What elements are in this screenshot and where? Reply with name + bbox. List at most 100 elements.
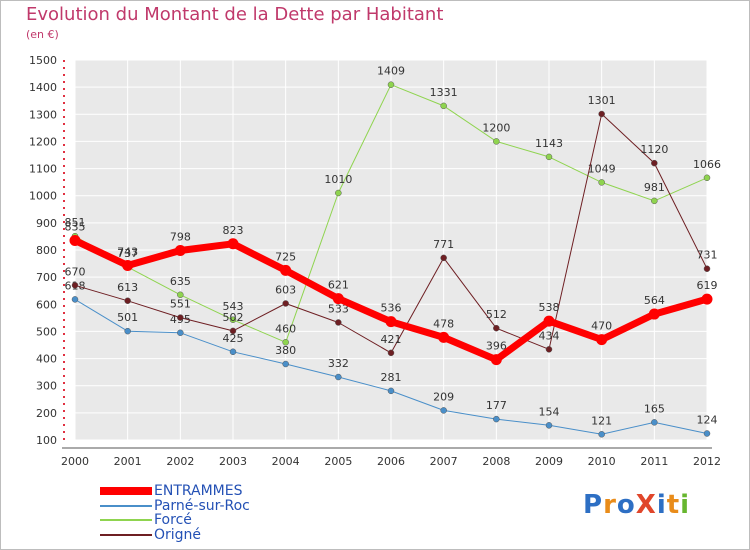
data-label: 551: [170, 298, 191, 311]
y-tick-label: 1000: [29, 190, 57, 203]
y-tick-label: 400: [36, 353, 57, 366]
data-point: [703, 430, 711, 437]
data-point: [440, 407, 447, 414]
x-tick-label: 2011: [640, 455, 668, 468]
data-point: [282, 300, 289, 307]
proxiti-logo: ProXiti: [583, 490, 690, 520]
data-label: 635: [170, 275, 191, 288]
legend-swatch: [100, 504, 152, 507]
data-label: 165: [644, 402, 665, 415]
data-label: 512: [486, 308, 507, 321]
x-tick-label: 2010: [588, 455, 616, 468]
data-point: [71, 282, 79, 289]
data-label: 603: [275, 283, 296, 296]
data-label: 124: [697, 413, 718, 426]
data-label: 1120: [640, 143, 668, 156]
data-label: 380: [275, 344, 296, 357]
logo-letter: t: [666, 490, 681, 520]
data-point: [229, 316, 237, 324]
data-label: 619: [697, 279, 718, 292]
legend-swatch: [100, 487, 152, 495]
data-point: [598, 179, 605, 186]
data-label: 501: [117, 311, 138, 324]
data-point: [335, 189, 342, 197]
data-point: [335, 319, 342, 326]
y-tick-label: 900: [36, 217, 57, 230]
data-point: [177, 291, 184, 299]
y-tick-label: 500: [36, 325, 57, 338]
data-label: 823: [223, 224, 244, 237]
data-point: [440, 254, 447, 262]
legend-label: Forcé: [154, 512, 192, 528]
data-point: [703, 174, 711, 182]
data-label: 981: [644, 181, 665, 194]
data-label: 543: [223, 300, 244, 313]
y-tick-label: 1300: [29, 108, 57, 121]
data-point: [543, 315, 555, 327]
data-label: 533: [328, 302, 349, 315]
data-label: 502: [223, 311, 244, 324]
legend-swatch: [100, 519, 152, 521]
x-tick-label: 2003: [219, 455, 247, 468]
data-point: [701, 293, 713, 305]
data-label: 1409: [377, 65, 405, 78]
data-label: 771: [433, 238, 454, 251]
data-point: [177, 329, 184, 337]
data-label: 737: [117, 247, 138, 260]
x-tick-label: 2008: [482, 455, 510, 468]
data-point: [438, 331, 450, 343]
x-tick-label: 2002: [166, 455, 194, 468]
data-label: 1066: [693, 158, 721, 171]
data-label: 1143: [535, 137, 563, 150]
data-point: [598, 431, 605, 438]
data-point: [387, 349, 395, 357]
data-label: 154: [539, 405, 560, 418]
data-point: [122, 259, 134, 271]
data-label: 177: [486, 399, 507, 412]
data-point: [493, 415, 500, 423]
data-point: [545, 422, 553, 429]
legend-label: Parné-sur-Roc: [154, 497, 250, 514]
logo-letter: i: [680, 490, 691, 520]
logo-letter: o: [616, 490, 636, 520]
data-point: [124, 327, 131, 335]
x-tick-label: 2009: [535, 455, 563, 468]
data-label: 851: [65, 216, 86, 229]
logo-letter: i: [656, 490, 667, 520]
data-label: 209: [433, 390, 454, 403]
data-point: [385, 316, 397, 328]
data-label: 421: [381, 333, 402, 346]
x-tick-label: 2006: [377, 455, 405, 468]
data-point: [648, 308, 660, 320]
data-point: [282, 360, 289, 368]
data-label: 798: [170, 231, 191, 244]
data-point: [493, 138, 500, 145]
data-label: 121: [591, 414, 612, 427]
data-point: [71, 296, 79, 303]
data-point: [493, 324, 500, 332]
y-tick-label: 700: [36, 271, 57, 284]
data-point: [332, 293, 344, 305]
data-label: 470: [591, 320, 612, 333]
y-tick-label: 100: [36, 434, 57, 447]
data-label: 725: [275, 250, 296, 263]
data-label: 731: [697, 249, 718, 262]
data-point: [177, 314, 184, 321]
y-tick-label: 1200: [29, 135, 57, 148]
logo-letter: r: [603, 490, 617, 520]
data-point: [545, 346, 553, 353]
chart-title: Evolution du Montant de la Dette par Hab…: [26, 4, 444, 25]
y-tick-label: 200: [36, 407, 57, 420]
data-label: 396: [486, 340, 507, 353]
legend-label: ENTRAMMES: [154, 483, 243, 499]
data-label: 425: [223, 332, 244, 345]
data-point: [598, 110, 605, 118]
logo-letter: X: [635, 490, 657, 520]
data-point: [335, 373, 342, 381]
data-point: [229, 348, 237, 356]
x-tick-label: 2001: [114, 455, 142, 468]
data-point: [387, 387, 395, 395]
y-tick-label: 1100: [29, 163, 57, 176]
data-point: [440, 102, 447, 110]
